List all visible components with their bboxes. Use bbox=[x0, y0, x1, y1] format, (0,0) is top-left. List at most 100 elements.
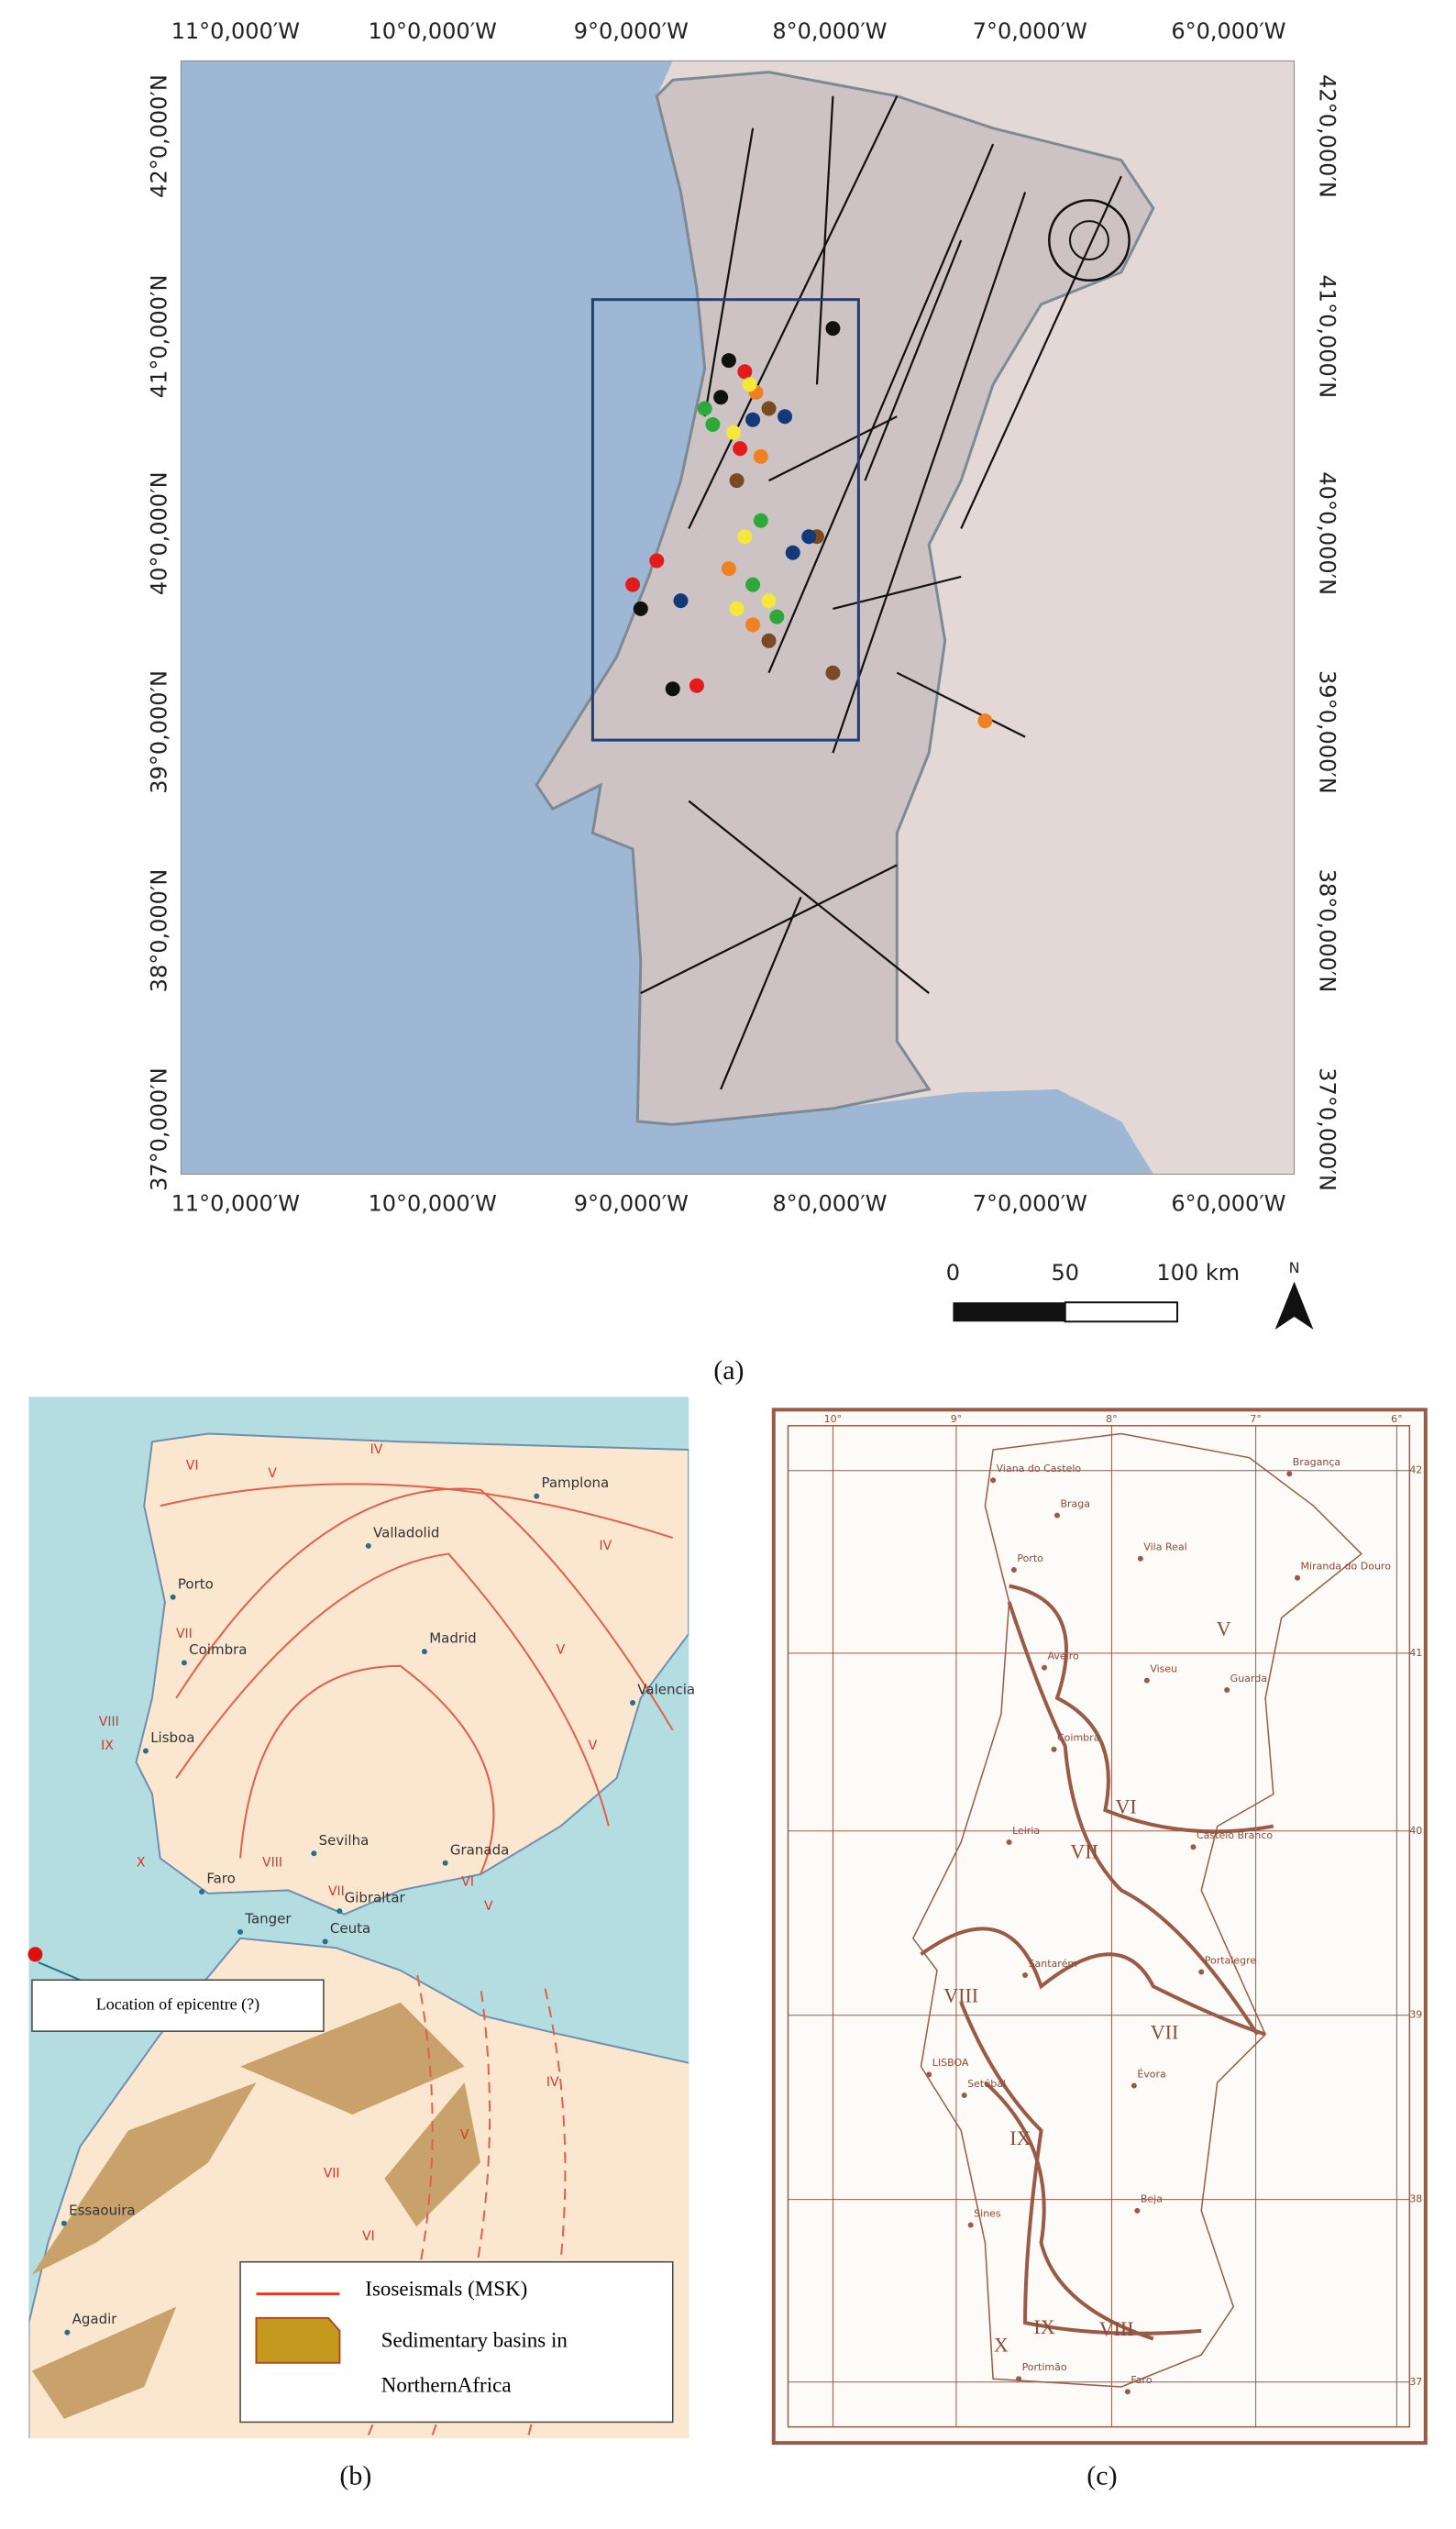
intensity-label: V bbox=[589, 1739, 598, 1753]
city-label: Leiria bbox=[1012, 1825, 1040, 1837]
city-dot bbox=[61, 2220, 67, 2226]
site-point bbox=[745, 577, 761, 592]
site-point bbox=[733, 441, 748, 457]
intensity-label: IX bbox=[101, 1739, 114, 1753]
intensity-label: V bbox=[557, 1642, 566, 1657]
site-point bbox=[753, 513, 768, 528]
site-point bbox=[737, 364, 753, 380]
isoseismal bbox=[175, 1552, 610, 1827]
longitude-label: 10°0,000′W bbox=[368, 1191, 496, 1217]
city-label: Portimão bbox=[1022, 2361, 1067, 2373]
latitude-label: 37°0,000′N bbox=[147, 1067, 172, 1191]
frame-inner bbox=[787, 1425, 1411, 2428]
city-label: Guarda bbox=[1230, 1673, 1267, 1684]
city-dot bbox=[1051, 1746, 1057, 1752]
site-point bbox=[713, 390, 729, 405]
fault-line bbox=[688, 800, 930, 994]
longitude-label: 11°0,000′W bbox=[171, 18, 300, 44]
city-label: Lisboa bbox=[150, 1729, 194, 1746]
city-label: Évora bbox=[1137, 2068, 1165, 2080]
grid-label: 39 bbox=[1409, 2009, 1422, 2021]
city-dot bbox=[311, 1850, 317, 1857]
city-dot bbox=[64, 2329, 71, 2336]
latitude-label: 40°0,000′N bbox=[147, 471, 172, 595]
site-point bbox=[729, 473, 745, 489]
site-point bbox=[745, 412, 761, 427]
grid-label: 41 bbox=[1409, 1647, 1422, 1659]
site-point bbox=[801, 529, 817, 545]
map-content bbox=[535, 61, 1295, 1175]
caption: (a) bbox=[713, 1355, 744, 1386]
city-label: Granada bbox=[450, 1841, 509, 1858]
isoseismal bbox=[984, 2081, 1154, 2341]
city-dot bbox=[421, 1649, 427, 1655]
intensity-label: VI bbox=[362, 2229, 375, 2244]
longitude-label: 11°0,000′W bbox=[171, 1191, 300, 1217]
fault-line bbox=[833, 575, 962, 610]
isoseismal bbox=[160, 1483, 674, 1540]
city-dot bbox=[1190, 1844, 1197, 1850]
latitude-label: 41°0,000′N bbox=[147, 275, 172, 399]
fault-line bbox=[896, 671, 1026, 738]
scale-bar-white bbox=[1064, 1301, 1179, 1323]
fault-line bbox=[720, 896, 802, 1090]
site-point bbox=[697, 401, 712, 416]
city-label: Valladolid bbox=[373, 1524, 439, 1541]
city-dot bbox=[630, 1700, 636, 1706]
longitude-label: 7°0,000′W bbox=[973, 1191, 1087, 1217]
intensity-label: VI bbox=[186, 1458, 199, 1473]
city-label: Viseu bbox=[1150, 1662, 1177, 1674]
longitude-label: 6°0,000′W bbox=[1171, 18, 1285, 44]
city-dot bbox=[365, 1542, 371, 1549]
city-dot bbox=[1131, 2082, 1137, 2089]
site-point bbox=[689, 678, 704, 693]
isoseismal bbox=[959, 2001, 1202, 2336]
intensity-label: VIII bbox=[943, 1984, 978, 2007]
city-dot bbox=[1022, 1972, 1029, 1979]
city-label: Agadir bbox=[72, 2311, 118, 2327]
longitude-label: 9°0,000′W bbox=[574, 18, 689, 44]
site-point bbox=[742, 377, 757, 392]
latitude-label: 42°0,000′N bbox=[147, 74, 172, 198]
latitude-label: 38°0,000′N bbox=[147, 869, 172, 993]
scale-label: 100 km bbox=[1156, 1260, 1240, 1286]
iberia bbox=[135, 1432, 689, 1916]
site-point bbox=[721, 353, 736, 369]
longitude-label: 9°0,000′W bbox=[574, 1191, 689, 1217]
city-dot bbox=[170, 1594, 176, 1600]
city-dot bbox=[967, 2222, 974, 2228]
intensity-label: X bbox=[137, 1856, 146, 1871]
latitude-label: 41°0,000′N bbox=[1314, 275, 1340, 399]
city-label: Gibraltar bbox=[345, 1890, 406, 1906]
city-label: Sevilha bbox=[319, 1832, 370, 1849]
site-point bbox=[825, 665, 841, 680]
fault-ring bbox=[1068, 220, 1109, 261]
fault-ring bbox=[1048, 199, 1131, 282]
city-dot bbox=[1010, 1567, 1017, 1574]
longitude-label: 8°0,000′W bbox=[772, 1191, 887, 1217]
grid-label: 6° bbox=[1391, 1413, 1403, 1425]
intensity-label: VII bbox=[1070, 1839, 1098, 1862]
sedimentary-basin bbox=[384, 2082, 481, 2227]
fault-line bbox=[767, 143, 995, 674]
city-dot bbox=[1042, 1664, 1048, 1671]
city-dot bbox=[1295, 1574, 1301, 1581]
site-point bbox=[977, 713, 993, 729]
latitude-label: 39°0,000′N bbox=[147, 670, 172, 794]
epicentre-label: Location of epicentre (?) bbox=[96, 1994, 259, 2014]
city-dot bbox=[336, 1908, 343, 1915]
city-dot bbox=[1198, 1969, 1205, 1975]
epicentre-box bbox=[31, 1979, 325, 2032]
grid-label: 38 bbox=[1409, 2193, 1422, 2205]
intensity-label: VII bbox=[324, 2167, 340, 2181]
city-label: Bragança bbox=[1293, 1456, 1340, 1468]
city-dot bbox=[199, 1889, 205, 1895]
scale-bar-black bbox=[953, 1302, 1065, 1322]
site-point bbox=[649, 553, 665, 569]
fault-line bbox=[960, 175, 1122, 529]
isoseismal bbox=[175, 1487, 674, 1731]
grid-label: 9° bbox=[951, 1413, 963, 1425]
map-frame bbox=[180, 60, 1296, 1176]
city-dot bbox=[322, 1938, 328, 1945]
